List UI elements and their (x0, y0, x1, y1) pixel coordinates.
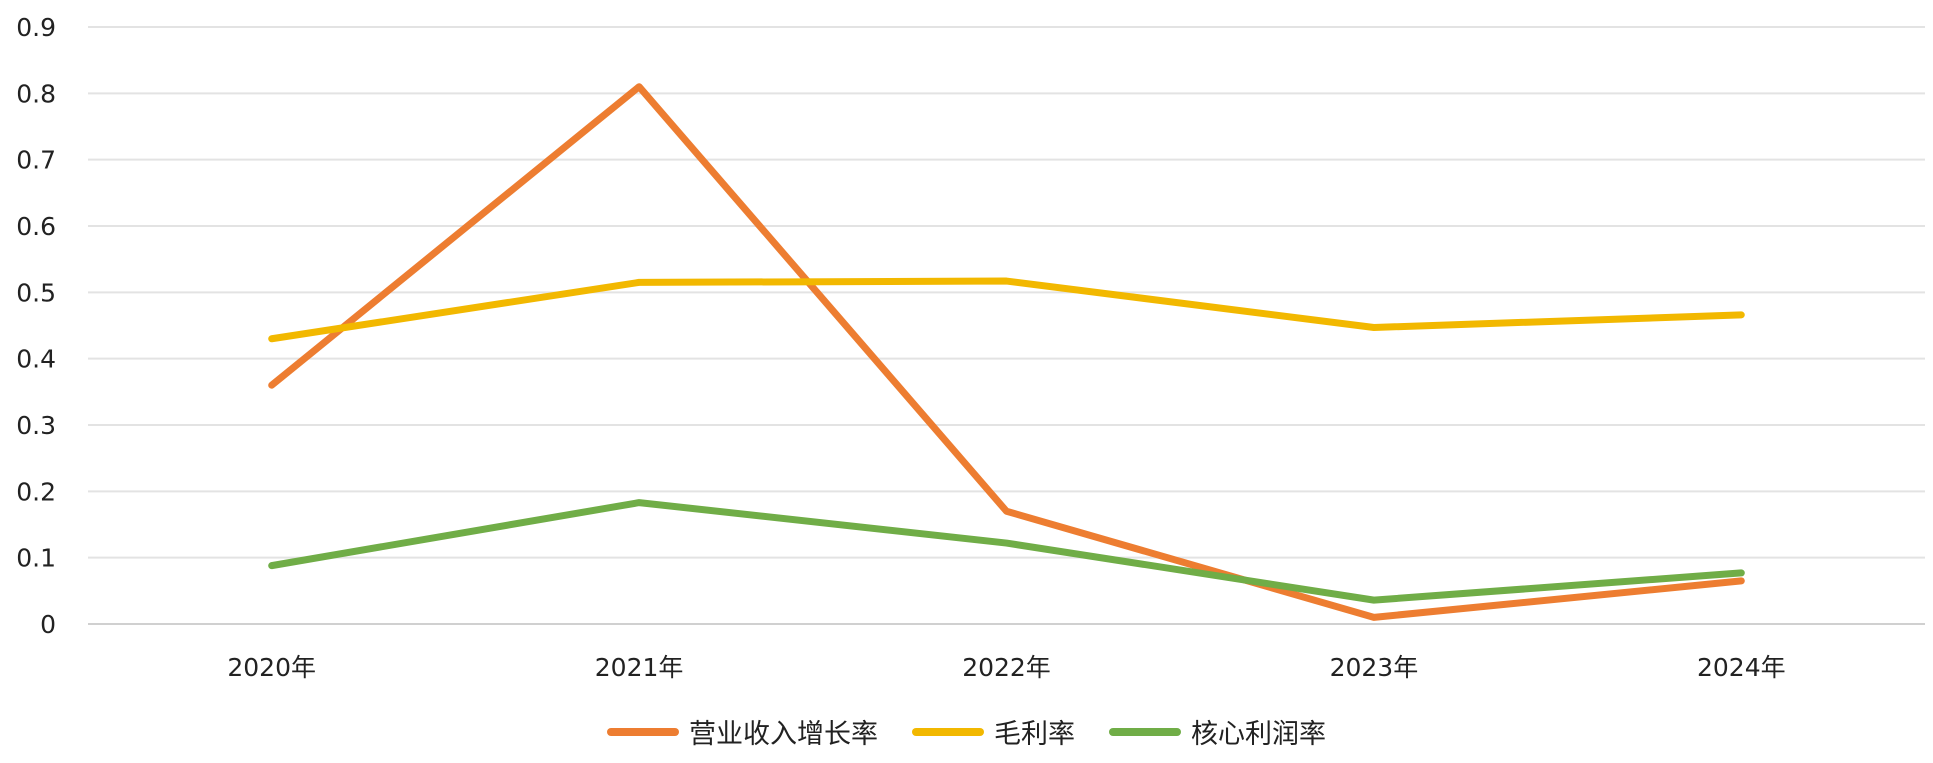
legend-item-core-profit-margin: 核心利润率 (1109, 712, 1326, 751)
legend-item-gross-margin: 毛利率 (912, 712, 1075, 751)
y-tick-label: 0.3 (16, 411, 56, 440)
y-tick-label: 0.2 (16, 477, 56, 506)
y-tick-label: 0 (40, 610, 56, 639)
legend-swatch (607, 727, 679, 736)
y-tick-label: 0.5 (16, 278, 56, 307)
legend-item-revenue-growth: 营业收入增长率 (607, 712, 878, 751)
legend-swatch (1109, 727, 1181, 736)
x-tick-label: 2022年 (962, 653, 1051, 682)
gridlines (88, 26, 1925, 625)
x-axis-tick-labels: 2020年 2021年 2022年 2023年 2024年 (227, 653, 1785, 682)
series-line-gross-margin (268, 277, 1745, 343)
legend: 营业收入增长率 毛利率 核心利润率 (0, 712, 1933, 751)
series-line-revenue-growth (268, 83, 1745, 621)
series-lines (268, 83, 1745, 621)
y-axis-tick-labels: 0 0.1 0.2 0.3 0.4 0.5 0.6 0.7 0.8 0.9 (16, 13, 56, 639)
y-tick-label: 0.7 (16, 146, 56, 175)
y-tick-label: 0.4 (16, 345, 56, 374)
y-tick-label: 0.8 (16, 79, 56, 108)
x-tick-label: 2020年 (227, 653, 316, 682)
y-tick-label: 0.6 (16, 212, 56, 241)
legend-swatch (912, 727, 984, 736)
x-tick-label: 2024年 (1697, 653, 1786, 682)
line-chart: 00.10.20.30.40.50.60.70.80.9 2020年 2021年 2… (16, 13, 1925, 682)
y-tick-label: 0.9 (16, 13, 56, 42)
x-tick-label: 2021年 (595, 653, 684, 682)
series-line-core-profit-margin (268, 499, 1745, 604)
y-tick-label: 0.1 (16, 544, 56, 573)
legend-label: 核心利润率 (1191, 719, 1326, 750)
legend-label: 毛利率 (994, 719, 1075, 750)
x-tick-label: 2023年 (1330, 653, 1419, 682)
legend-label: 营业收入增长率 (689, 719, 878, 750)
